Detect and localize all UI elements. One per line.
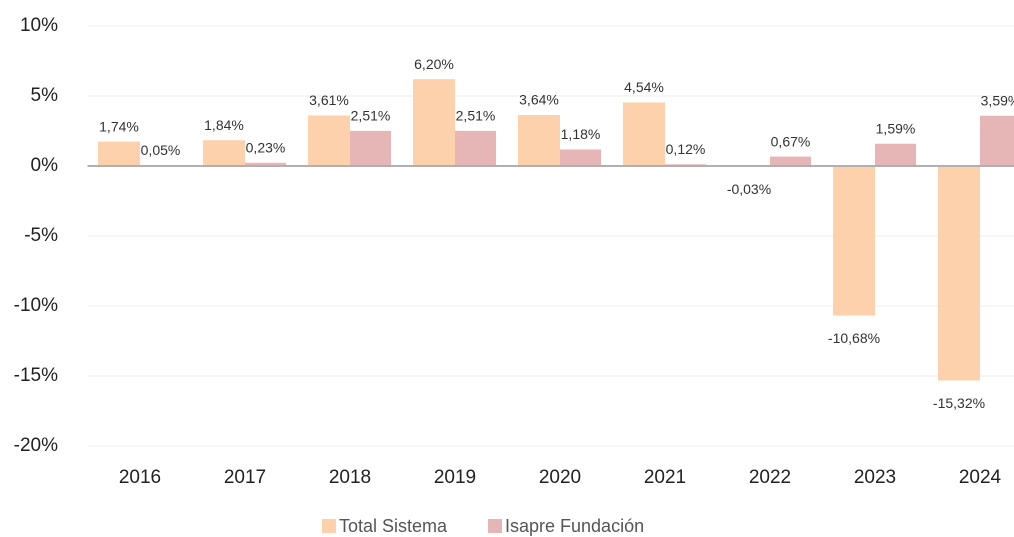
x-tick-label: 2023 [854,467,896,488]
bar [203,140,245,166]
value-label: 0,12% [666,141,706,157]
bar [938,166,980,381]
y-tick-label: -10% [14,295,58,316]
value-label: 3,59% [981,92,1014,108]
y-tick-label: -5% [24,225,58,246]
value-label: 2,51% [456,108,496,124]
bar [308,115,350,166]
bar [245,162,286,166]
value-label: 0,05% [141,142,181,158]
bar [770,156,811,166]
bar [833,166,875,316]
value-label: 6,20% [414,56,454,72]
value-label: 1,84% [204,117,244,133]
x-tick-label: 2017 [224,467,266,488]
bar [518,115,560,166]
x-tick-label: 2020 [539,467,581,488]
legend-swatch [488,519,502,533]
legend-label: Isapre Fundación [505,516,644,536]
x-tick-label: 2016 [119,467,161,488]
value-label: -15,32% [933,395,985,411]
y-tick-label: 10% [20,15,58,36]
bar [455,130,496,166]
value-label: -10,68% [828,330,880,346]
y-tick-label: -15% [14,365,58,386]
bar [875,143,916,166]
value-label: 0,67% [771,133,811,149]
y-tick-label: 5% [31,85,59,106]
value-label: 2,51% [351,108,391,124]
value-label: 3,64% [519,92,559,108]
x-tick-label: 2022 [749,467,791,488]
value-label: 1,18% [561,126,601,142]
bar [623,102,665,166]
value-label: 3,61% [309,92,349,108]
x-tick-label: 2021 [644,467,686,488]
x-tick-label: 2018 [329,467,371,488]
value-label: 4,54% [624,79,664,95]
y-tick-label: -20% [14,435,58,456]
value-label: 0,23% [246,139,286,155]
bar [350,130,391,166]
value-label: -0,03% [727,181,771,197]
x-tick-label: 2019 [434,467,476,488]
value-label: 1,74% [99,118,139,134]
value-label: 1,59% [876,120,916,136]
x-tick-label: 2024 [959,467,1002,488]
y-tick-label: 0% [31,155,59,176]
legend-label: Total Sistema [339,516,448,536]
bar [980,115,1014,166]
bar [413,79,455,166]
legend-swatch [322,519,336,533]
bar [98,141,140,166]
bar [560,149,601,166]
